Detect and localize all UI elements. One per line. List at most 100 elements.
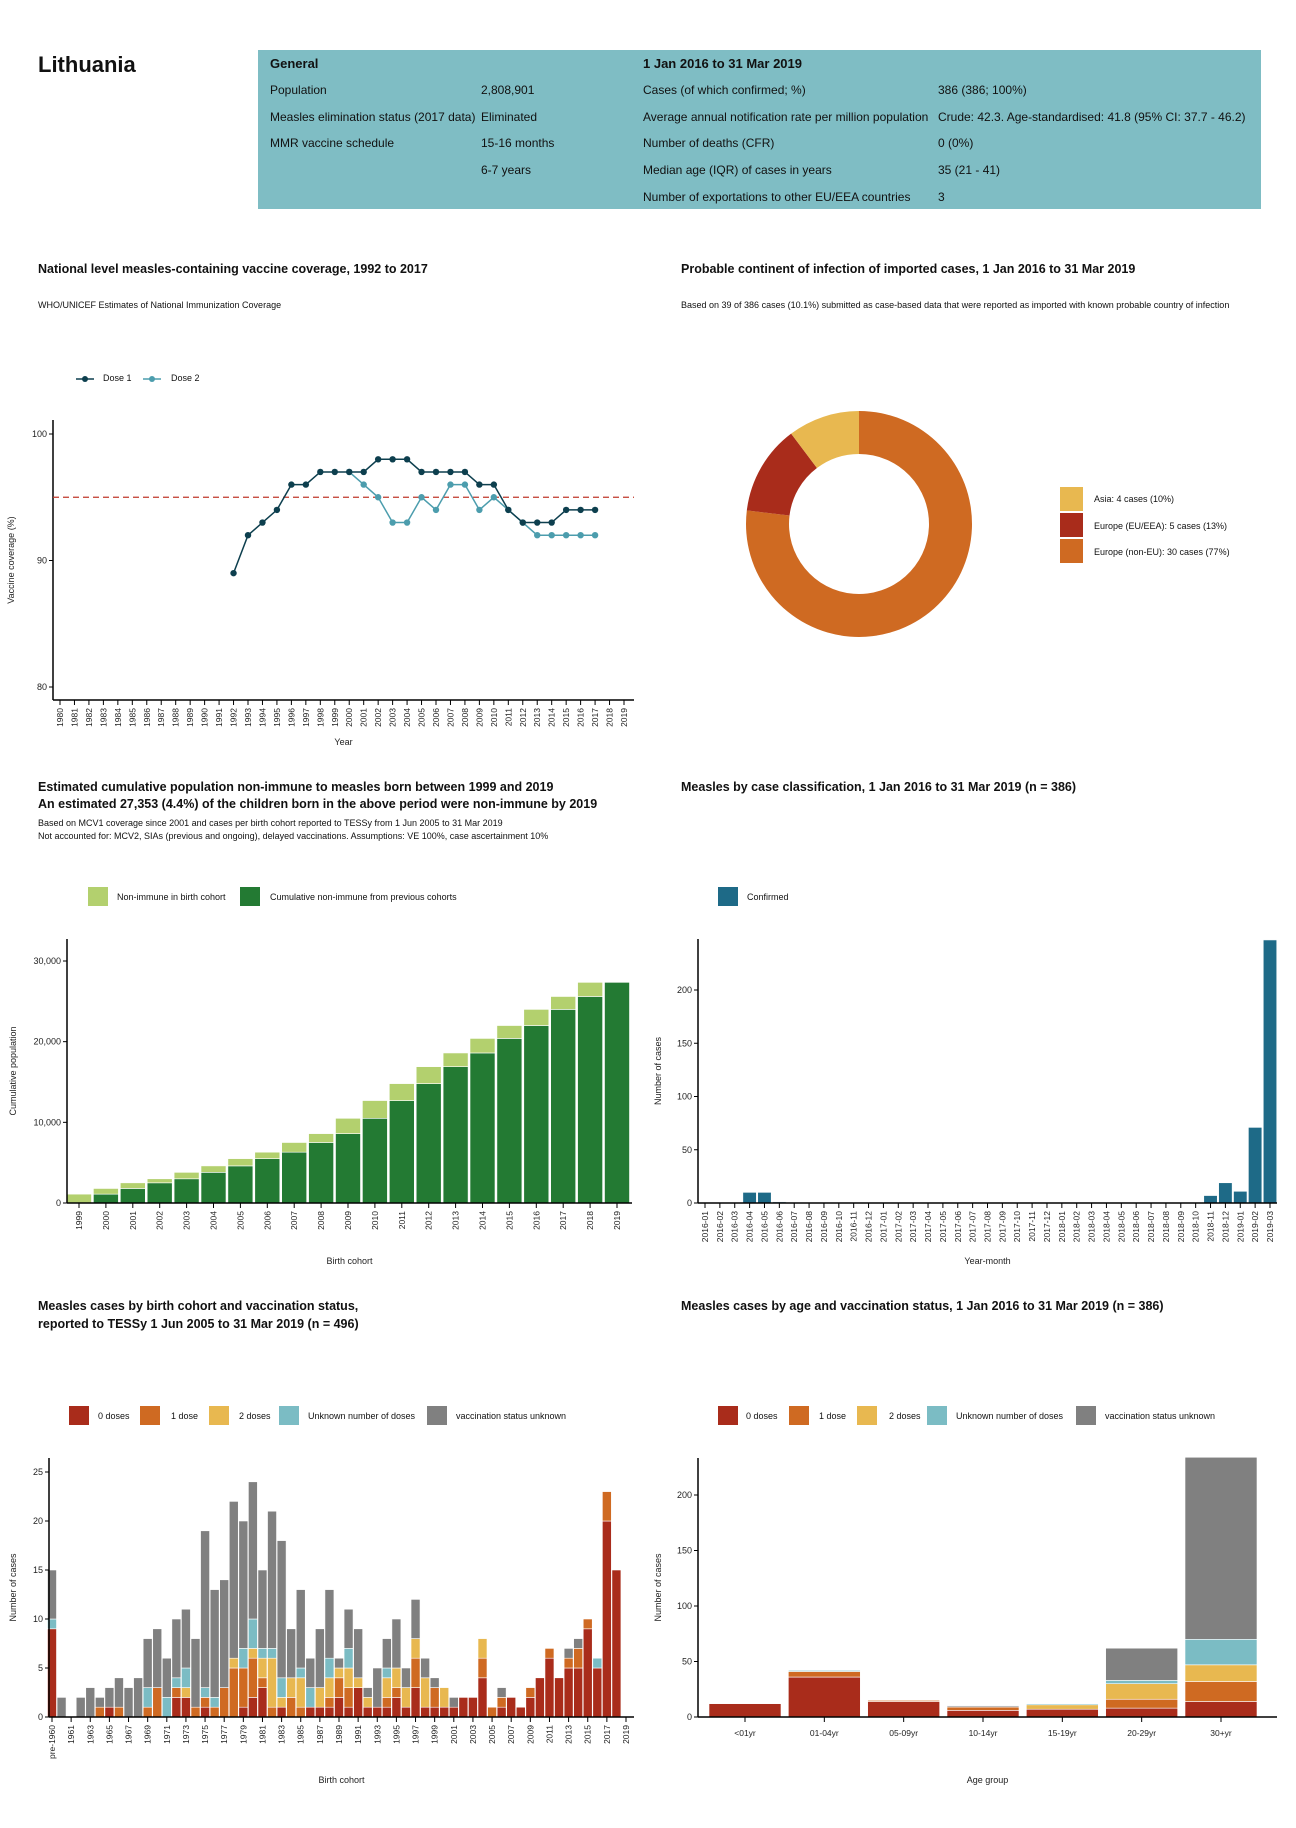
bar-segment — [334, 1657, 344, 1669]
x-tick-label: 2018-06 — [1131, 1211, 1141, 1242]
x-axis-title: Birth cohort — [326, 1256, 373, 1266]
bar-segment — [305, 1687, 316, 1708]
bar-segment — [1105, 1647, 1178, 1681]
bar-segment — [439, 1687, 450, 1708]
x-tick-label: 1992 — [229, 708, 239, 727]
bar-segment — [535, 1677, 545, 1718]
x-tick-label: 1983 — [277, 1725, 287, 1744]
bar-segment — [295, 1706, 306, 1718]
bar-segment — [573, 1638, 583, 1649]
bar-segment — [477, 1677, 488, 1718]
y-tick-label: 30,000 — [33, 956, 61, 966]
x-tick-label: 1987 — [315, 1725, 325, 1744]
data-point-dose1 — [302, 481, 310, 488]
x-tick-label: 1987 — [156, 708, 166, 727]
legend-non-immune-swatch — [88, 887, 108, 906]
bar-segment — [525, 1687, 536, 1698]
bar-segment — [257, 1677, 268, 1688]
bar-segment — [286, 1697, 296, 1718]
bar-segment — [324, 1657, 335, 1679]
bar-segment — [146, 1182, 173, 1204]
legend-label: vaccination status unknown — [1105, 1411, 1216, 1421]
bar-segment — [200, 1687, 210, 1698]
bar-segment — [173, 1178, 200, 1204]
bar-segment — [563, 1667, 574, 1718]
x-tick-label: 2016-04 — [745, 1211, 755, 1242]
x-tick-label: 2019-02 — [1250, 1211, 1260, 1242]
x-tick-label: 2007 — [506, 1725, 516, 1744]
x-tick-label: 1981 — [257, 1725, 267, 1744]
bar-segment — [248, 1481, 258, 1620]
x-tick-label: 2016 — [531, 1211, 541, 1230]
period-header: 1 Jan 2016 to 31 Mar 2019 — [643, 56, 802, 71]
y-tick-label: 80 — [37, 682, 47, 692]
series-line-dose1 — [232, 458, 596, 574]
x-tick-label: 2017-01 — [878, 1211, 888, 1242]
x-tick-label: 1986 — [142, 708, 152, 727]
bar-segment — [324, 1589, 335, 1659]
y-axis-title: Number of cases — [653, 1553, 663, 1622]
bar-segment — [238, 1706, 249, 1718]
bar-segment — [388, 1083, 415, 1101]
bar-segment — [219, 1579, 229, 1688]
bar-segment — [335, 1133, 361, 1204]
bar-segment — [104, 1687, 115, 1708]
bar-segment — [295, 1667, 306, 1679]
summary-value: 386 (386; 100%) — [938, 83, 1027, 97]
bar-segment — [190, 1638, 201, 1708]
bar-segment — [95, 1706, 105, 1718]
x-tick-label: 1993 — [243, 708, 253, 727]
bar-segment — [324, 1677, 335, 1698]
x-tick-label: 1995 — [391, 1725, 401, 1744]
summary-label: Number of deaths (CFR) — [643, 136, 775, 150]
x-tick-label: 1996 — [286, 708, 296, 727]
bar-segment — [388, 1100, 415, 1204]
bar-segment — [410, 1599, 421, 1639]
donut-slice-europe-eu-eea- — [746, 433, 817, 516]
x-tick-label: 2002 — [373, 708, 383, 727]
legend-label: Unknown number of doses — [956, 1411, 1064, 1421]
x-axis-title: Year-month — [964, 1256, 1010, 1266]
non-immune-chart-title: Estimated cumulative population non-immu… — [38, 780, 554, 794]
data-point-dose1 — [374, 456, 382, 463]
bar-segment — [162, 1697, 172, 1718]
bar-segment — [120, 1182, 146, 1189]
bar-segment — [458, 1697, 469, 1718]
bar-segment — [563, 1648, 574, 1659]
y-axis-title: Cumulative population — [8, 1026, 18, 1115]
bar-segment — [415, 1066, 442, 1084]
bar-segment — [257, 1648, 268, 1659]
x-tick-label: 2001 — [449, 1725, 459, 1744]
x-tick-label: 2000 — [344, 708, 354, 727]
x-tick-label: 2003 — [388, 708, 398, 727]
non-immune-chart-subtitle2: Not accounted for: MCV2, SIAs (previous … — [38, 831, 549, 841]
bar-segment — [238, 1520, 249, 1649]
x-tick-label: 1989 — [334, 1725, 344, 1744]
coverage-chart-subtitle: WHO/UNICEF Estimates of National Immuniz… — [38, 300, 282, 310]
x-tick-label: 2009 — [525, 1725, 535, 1744]
x-tick-label: 1991 — [353, 1725, 363, 1744]
x-tick-label: 2016-02 — [715, 1211, 725, 1242]
bar-segment — [1026, 1703, 1099, 1706]
bar-segment — [248, 1648, 258, 1659]
x-tick-label: 1967 — [124, 1725, 134, 1744]
bar-segment — [257, 1569, 268, 1649]
bar-segment — [209, 1589, 220, 1698]
summary-label: Cases (of which confirmed; %) — [643, 83, 806, 97]
bar-segment — [123, 1687, 134, 1718]
x-tick-label: 2016-01 — [700, 1211, 710, 1242]
bar-segment — [469, 1038, 496, 1054]
y-tick-label: 0 — [687, 1198, 692, 1208]
bar-segment — [93, 1193, 119, 1204]
bar-segment — [867, 1700, 940, 1702]
bar-segment — [353, 1628, 363, 1679]
data-point-dose1 — [331, 468, 338, 476]
legend-label: vaccination status unknown — [456, 1411, 567, 1421]
bar-segment — [391, 1667, 402, 1688]
legend-europe-noneu-label: Europe (non-EU): 30 cases (77%) — [1094, 547, 1230, 557]
bar-segment — [442, 1052, 469, 1067]
x-tick-label: 2016-03 — [730, 1211, 740, 1242]
x-tick-label: 1999 — [430, 1725, 440, 1744]
bar-segment — [1184, 1701, 1258, 1718]
x-tick-label: 2007 — [445, 708, 455, 727]
